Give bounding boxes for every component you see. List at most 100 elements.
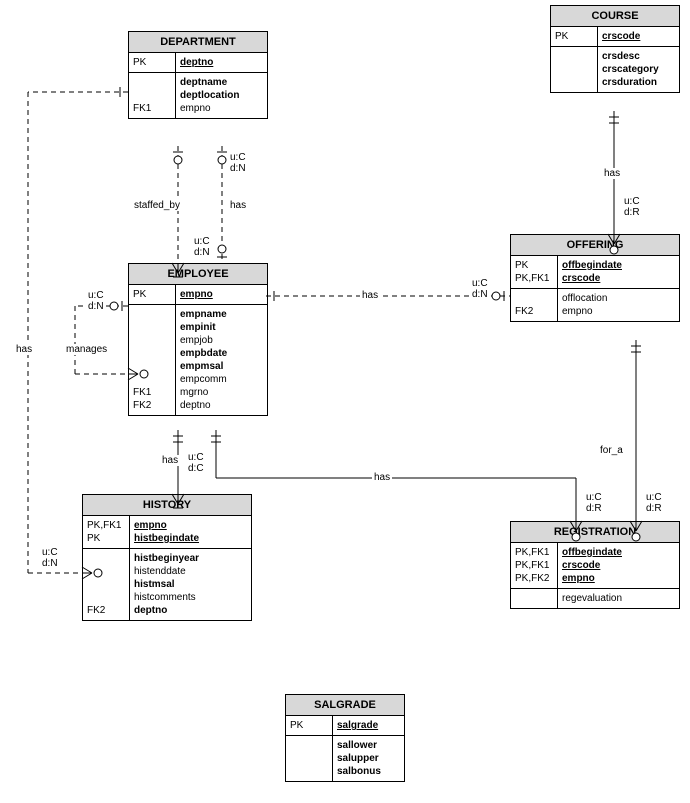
- attr-label: empjob: [180, 334, 263, 347]
- edge-label: has: [160, 455, 180, 466]
- attr-label: salupper: [337, 752, 400, 765]
- entity-registration: REGISTRATIONPK,FK1PK,FK1PK,FK2offbeginda…: [510, 521, 680, 609]
- attr-label: crsduration: [602, 76, 675, 89]
- key-label: [133, 308, 171, 321]
- attr-label: histbeginyear: [134, 552, 247, 565]
- key-label: [290, 739, 328, 752]
- edge-label: u:C: [644, 492, 664, 503]
- entity-employee: EMPLOYEE PK empno FK1FK2 empnameempinitempj…: [128, 263, 268, 416]
- attr-label: empno: [562, 305, 675, 318]
- attr-label: empno: [180, 288, 263, 301]
- attr-label: offlocation: [562, 292, 675, 305]
- edge-label: d:N: [228, 163, 248, 174]
- entity-title: EMPLOYEE: [129, 264, 267, 285]
- key-label: PK: [87, 532, 125, 545]
- edge-label: manages: [64, 344, 109, 355]
- key-label: [87, 578, 125, 591]
- attr-label: histbegindate: [134, 532, 247, 545]
- entity-history: HISTORYPK,FK1PKempnohistbegindate FK2his…: [82, 494, 252, 621]
- attr-label: salgrade: [337, 719, 400, 732]
- entity-title: REGISTRATION: [511, 522, 679, 543]
- edge-label: u:C: [470, 278, 490, 289]
- entity-title: HISTORY: [83, 495, 251, 516]
- key-label: FK1: [133, 102, 171, 115]
- key-label: [515, 592, 553, 605]
- key-label: FK2: [133, 399, 171, 412]
- edge-label: d:N: [86, 301, 106, 312]
- edge-label: d:N: [192, 247, 212, 258]
- attr-label: crscode: [562, 272, 675, 285]
- key-label: [87, 565, 125, 578]
- attr-label: empinit: [180, 321, 263, 334]
- key-label: FK2: [515, 305, 553, 318]
- entity-title: SALGRADE: [286, 695, 404, 716]
- key-label: [87, 552, 125, 565]
- key-label: PK,FK1: [515, 272, 553, 285]
- edge-label: has: [602, 168, 622, 179]
- attr-label: deptno: [134, 604, 247, 617]
- attr-label: empname: [180, 308, 263, 321]
- attr-label: salbonus: [337, 765, 400, 778]
- key-label: [133, 373, 171, 386]
- attr-label: histcomments: [134, 591, 247, 604]
- edge-label: u:C: [192, 236, 212, 247]
- key-label: [133, 89, 171, 102]
- key-label: PK: [515, 259, 553, 272]
- attr-label: deptno: [180, 399, 263, 412]
- attr-label: empmsal: [180, 360, 263, 373]
- key-label: [555, 76, 593, 89]
- er-diagram-canvas: DEPARTMENT PK deptno FK1 deptnamedeptlocati…: [0, 0, 690, 803]
- edge-label: d:N: [470, 289, 490, 300]
- edge-label: d:R: [622, 207, 642, 218]
- key-label: [290, 752, 328, 765]
- key-label: FK2: [87, 604, 125, 617]
- attr-label: crscode: [562, 559, 675, 572]
- edge-label: has: [372, 472, 392, 483]
- entity-course: COURSEPKcrscode crsdesccrscategorycrsdur…: [550, 5, 680, 93]
- edge-label: d:N: [40, 558, 60, 569]
- edge-label: u:C: [86, 290, 106, 301]
- key-label: PK: [133, 56, 171, 69]
- attr-label: deptlocation: [180, 89, 263, 102]
- entity-title: COURSE: [551, 6, 679, 27]
- attr-label: histenddate: [134, 565, 247, 578]
- edge-label: u:C: [186, 452, 206, 463]
- key-label: [515, 292, 553, 305]
- edge-label: u:C: [40, 547, 60, 558]
- edge-label: d:R: [644, 503, 664, 514]
- key-label: FK1: [133, 386, 171, 399]
- key-label: PK,FK2: [515, 572, 553, 585]
- attr-label: empno: [134, 519, 247, 532]
- attr-label: empbdate: [180, 347, 263, 360]
- attr-label: empno: [562, 572, 675, 585]
- attr-label: regevaluation: [562, 592, 675, 605]
- attr-label: crscode: [602, 30, 675, 43]
- attr-label: histmsal: [134, 578, 247, 591]
- edge-label: u:C: [584, 492, 604, 503]
- attr-label: mgrno: [180, 386, 263, 399]
- attr-label: sallower: [337, 739, 400, 752]
- key-label: [133, 76, 171, 89]
- edge-label: u:C: [622, 196, 642, 207]
- key-label: [87, 591, 125, 604]
- edges-layer: [0, 0, 690, 803]
- entity-salgrade: SALGRADE PK salgrade sallowersaluppersalbo…: [285, 694, 405, 782]
- key-label: PK,FK1: [515, 546, 553, 559]
- entity-title: DEPARTMENT: [129, 32, 267, 53]
- edge-label: has: [360, 290, 380, 301]
- edge-label: u:C: [228, 152, 248, 163]
- attr-label: offbegindate: [562, 259, 675, 272]
- key-label: PK: [555, 30, 593, 43]
- attr-label: empno: [180, 102, 263, 115]
- attr-label: deptno: [180, 56, 263, 69]
- key-label: [133, 321, 171, 334]
- edge-label: staffed_by: [132, 200, 182, 211]
- entity-offering: OFFERINGPKPK,FK1offbegindatecrscode FK2o…: [510, 234, 680, 322]
- edge-label: d:C: [186, 463, 206, 474]
- key-label: PK: [133, 288, 171, 301]
- edge-label: d:R: [584, 503, 604, 514]
- attr-label: deptname: [180, 76, 263, 89]
- attr-label: crscategory: [602, 63, 675, 76]
- key-label: PK: [290, 719, 328, 732]
- edge-label: has: [228, 200, 248, 211]
